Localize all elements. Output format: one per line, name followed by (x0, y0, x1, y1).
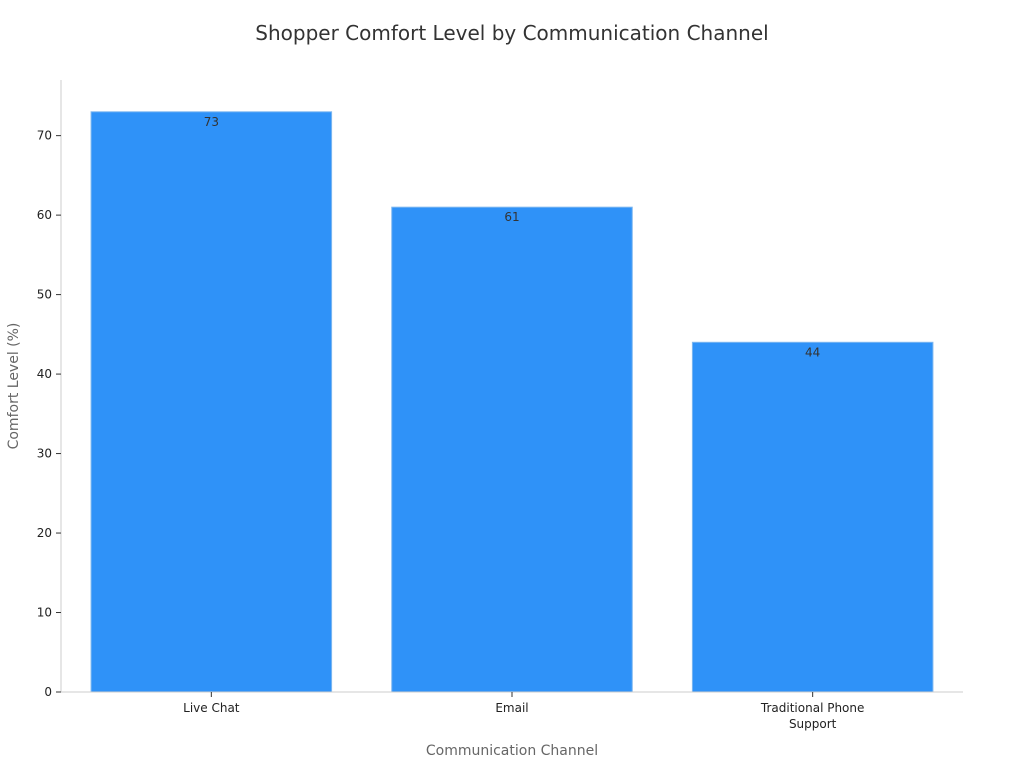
x-tick-label: Email (495, 701, 528, 715)
y-ticks-group: 0 10 20 30 40 50 60 70 (37, 129, 61, 699)
bar (90, 111, 333, 693)
y-tick-label: 20 (37, 526, 52, 540)
x-axis-label: Communication Channel (426, 743, 598, 759)
value-labels-group: 73 61 44 (204, 115, 821, 359)
chart-title: Shopper Comfort Level by Communication C… (255, 21, 768, 45)
y-tick-label: 0 (44, 685, 52, 699)
x-tick-label: Traditional Phone Support (760, 701, 864, 731)
bar-value-label: 61 (504, 210, 519, 224)
y-tick-label: 70 (37, 129, 52, 143)
bar (391, 206, 633, 693)
y-tick-label: 50 (37, 288, 52, 302)
bar (691, 341, 934, 693)
y-tick-label: 60 (37, 208, 52, 222)
y-tick-label: 40 (37, 367, 52, 381)
bars-group (90, 111, 934, 693)
y-tick-label: 10 (37, 606, 52, 620)
y-tick-label: 30 (37, 447, 52, 461)
bar-value-label: 44 (805, 345, 820, 359)
y-axis-label: Comfort Level (%) (6, 323, 22, 450)
x-tick-label: Live Chat (183, 701, 240, 715)
x-ticks-group: Live Chat Email Traditional Phone Support (183, 692, 864, 731)
bar-value-label: 73 (204, 115, 219, 129)
